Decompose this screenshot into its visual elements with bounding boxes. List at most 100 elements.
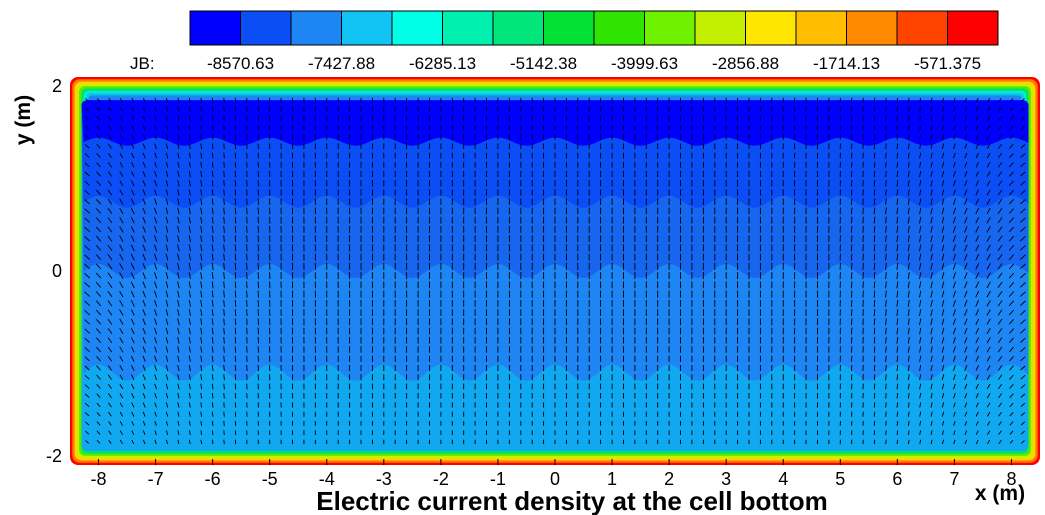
vector-arrow bbox=[200, 116, 203, 122]
vector-arrow bbox=[885, 272, 887, 280]
vector-arrow bbox=[975, 337, 980, 344]
vector-arrow bbox=[975, 290, 980, 298]
vector-arrow bbox=[941, 392, 945, 399]
vector-arrow bbox=[96, 98, 101, 103]
vector-arrow bbox=[919, 392, 922, 399]
vector-arrow bbox=[234, 355, 237, 362]
vector-arrow bbox=[986, 134, 991, 140]
vector-arrow bbox=[941, 235, 945, 243]
vector-arrow bbox=[873, 374, 876, 381]
x-tick-label: -5 bbox=[262, 469, 278, 489]
vector-arrow bbox=[177, 134, 180, 140]
vector-arrow bbox=[223, 420, 225, 426]
vector-arrow bbox=[1019, 272, 1026, 279]
vector-arrow bbox=[998, 411, 1002, 417]
vector-arrow bbox=[154, 420, 157, 426]
vector-arrow bbox=[919, 244, 922, 252]
vector-arrow bbox=[177, 364, 180, 372]
vector-arrow bbox=[930, 392, 933, 399]
vector-arrow bbox=[975, 300, 980, 307]
vector-arrow bbox=[964, 299, 968, 307]
vector-arrow bbox=[941, 420, 945, 426]
vector-arrow bbox=[177, 383, 180, 390]
vector-arrow bbox=[941, 411, 945, 417]
vector-arrow bbox=[188, 383, 191, 390]
vector-arrow bbox=[188, 318, 191, 326]
vector-arrow bbox=[177, 152, 180, 159]
vector-arrow bbox=[154, 180, 158, 187]
vector-arrow bbox=[930, 346, 933, 353]
vector-arrow bbox=[952, 253, 956, 261]
vector-arrow bbox=[975, 272, 980, 279]
vector-arrow bbox=[1020, 107, 1025, 112]
vector-arrow bbox=[119, 217, 124, 224]
vector-arrow bbox=[211, 152, 214, 159]
vector-arrow bbox=[975, 439, 979, 445]
vector-arrow bbox=[941, 374, 945, 381]
vector-arrow bbox=[930, 107, 933, 112]
vector-arrow bbox=[96, 439, 101, 444]
vector-arrow bbox=[930, 134, 933, 140]
vector-arrow bbox=[119, 125, 123, 131]
vector-arrow bbox=[177, 216, 180, 224]
vector-arrow bbox=[1020, 402, 1026, 408]
vector-arrow bbox=[188, 216, 191, 224]
vector-arrow bbox=[96, 346, 101, 353]
vector-arrow bbox=[907, 244, 910, 252]
vector-arrow bbox=[1009, 153, 1014, 158]
vector-arrow bbox=[154, 355, 158, 362]
vector-arrow bbox=[896, 225, 899, 233]
vector-arrow bbox=[246, 309, 248, 317]
vector-arrow bbox=[896, 198, 899, 205]
vector-arrow bbox=[907, 152, 910, 159]
vector-arrow bbox=[873, 327, 876, 335]
vector-arrow bbox=[907, 364, 910, 372]
vector-arrow bbox=[131, 374, 135, 381]
vector-arrow bbox=[130, 226, 135, 233]
vector-arrow bbox=[85, 440, 90, 444]
vector-arrow bbox=[119, 235, 124, 242]
vector-arrow bbox=[108, 421, 112, 426]
vector-arrow bbox=[223, 430, 225, 435]
vector-arrow bbox=[177, 272, 180, 280]
vector-arrow bbox=[896, 411, 899, 417]
vector-arrow bbox=[964, 355, 968, 362]
vector-arrow bbox=[885, 392, 887, 399]
vector-arrow bbox=[998, 162, 1003, 168]
vector-arrow bbox=[873, 189, 876, 196]
vector-arrow bbox=[953, 411, 956, 417]
vector-arrow bbox=[165, 262, 169, 270]
vector-arrow bbox=[986, 281, 991, 289]
vector-arrow bbox=[84, 199, 90, 205]
vector-arrow bbox=[1008, 263, 1015, 270]
vector-arrow bbox=[119, 253, 124, 261]
vector-arrow bbox=[107, 198, 113, 205]
vector-arrow bbox=[907, 374, 910, 381]
vector-arrow bbox=[930, 152, 933, 159]
vector-arrow bbox=[953, 161, 956, 168]
vector-arrow bbox=[107, 226, 113, 233]
vector-arrow bbox=[200, 383, 203, 390]
vector-arrow bbox=[930, 207, 933, 215]
vector-arrow bbox=[223, 346, 225, 353]
vector-arrow bbox=[998, 430, 1002, 435]
vector-arrow bbox=[211, 290, 214, 298]
vector-arrow bbox=[896, 439, 899, 445]
vector-arrow bbox=[165, 225, 169, 233]
vector-arrow bbox=[234, 272, 237, 280]
vector-arrow bbox=[177, 402, 180, 408]
vector-arrow bbox=[96, 393, 101, 399]
vector-arrow bbox=[223, 392, 225, 399]
vector-arrow bbox=[188, 125, 191, 131]
vector-arrow bbox=[862, 272, 864, 280]
legend-swatch bbox=[492, 10, 544, 46]
vector-arrow bbox=[907, 402, 910, 408]
vector-arrow bbox=[119, 327, 124, 335]
vector-arrow bbox=[223, 152, 225, 159]
vector-arrow bbox=[919, 299, 922, 307]
vector-arrow bbox=[919, 337, 922, 344]
vector-arrow bbox=[975, 107, 979, 112]
vector-arrow bbox=[930, 299, 933, 307]
vector-arrow bbox=[896, 262, 899, 270]
vector-arrow bbox=[930, 244, 933, 252]
